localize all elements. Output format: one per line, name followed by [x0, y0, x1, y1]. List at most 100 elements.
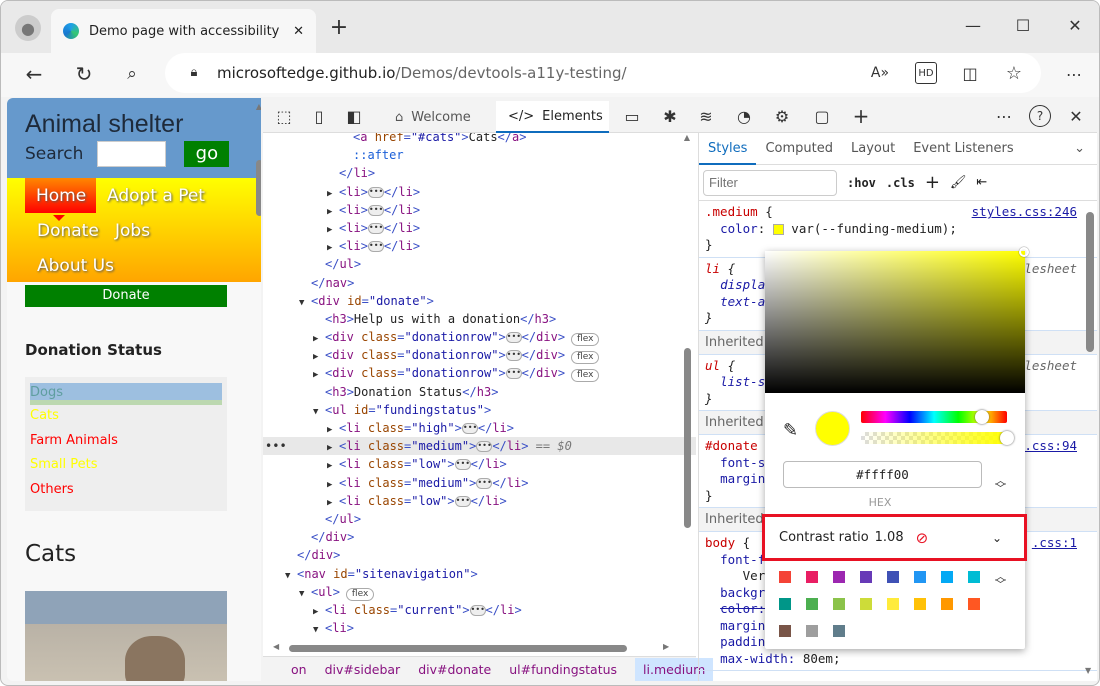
new-rule-icon[interactable]: +	[924, 172, 940, 193]
property-name[interactable]: backgr	[720, 584, 766, 600]
flex-badge[interactable]: flex	[571, 351, 600, 365]
expand-arrow-icon[interactable]: ▶	[327, 479, 333, 490]
dom-node-line[interactable]: ▼ <ul id="fundingstatus">	[263, 401, 696, 419]
ellipsis-button[interactable]: •••	[454, 459, 471, 471]
hov-button[interactable]: :hov	[847, 175, 876, 190]
palette-swatch[interactable]	[968, 598, 980, 610]
profile-icon[interactable]: ●	[15, 15, 41, 41]
network-icon[interactable]: ≋	[699, 106, 713, 126]
expand-arrow-icon[interactable]: ▶	[327, 224, 333, 235]
dom-node-line[interactable]: ▼ <nav id="sitenavigation">	[263, 565, 696, 583]
console-icon[interactable]: ▭	[624, 106, 640, 126]
new-tab-icon[interactable]: +	[329, 14, 349, 40]
alpha-slider[interactable]	[861, 431, 1014, 445]
inspect-icon[interactable]: ⬚	[276, 106, 292, 126]
flex-badge[interactable]: flex	[571, 369, 600, 383]
tab-styles[interactable]: Styles	[699, 133, 757, 165]
flex-badge[interactable]: flex	[345, 587, 375, 601]
dock-icon[interactable]: ◧	[346, 106, 362, 126]
property-name[interactable]: list-s	[720, 374, 766, 389]
ellipsis-button[interactable]: •••	[476, 441, 493, 453]
color-swatch[interactable]	[772, 223, 784, 235]
property-name[interactable]: max-width:	[720, 650, 796, 666]
ellipsis-button[interactable]: •••	[476, 477, 493, 489]
nav-adopt[interactable]: Adopt a Pet	[107, 186, 205, 206]
ellipsis-button[interactable]: •••	[367, 204, 384, 216]
flex-badge[interactable]: flex	[571, 333, 600, 347]
dom-tree-hscrollbar[interactable]: ◀ ▶	[263, 638, 696, 656]
expand-arrow-icon[interactable]: ▶	[313, 370, 319, 381]
ellipsis-button[interactable]: •••	[461, 423, 478, 434]
property-value[interactable]: var(--funding-medium);	[791, 220, 957, 236]
dom-tree-scrollbar[interactable]: ▲	[681, 133, 693, 658]
breadcrumb-item[interactable]: ul#fundingstatus	[509, 661, 618, 677]
tab-layout[interactable]: Layout	[850, 140, 896, 156]
read-aloud-icon[interactable]: A»	[870, 65, 890, 81]
ellipsis-button[interactable]: •••	[367, 222, 384, 234]
dom-node-line[interactable]: ▶ <div class="donationrow">•••</div> flex	[263, 328, 696, 347]
back-icon[interactable]: ←	[25, 62, 43, 86]
search-input[interactable]	[97, 141, 167, 167]
ellipsis-button[interactable]: •••	[505, 368, 522, 380]
collapse-arrow-icon[interactable]: ▼	[313, 625, 319, 636]
dom-node-line[interactable]: <h3>Donation Status</h3>	[263, 383, 696, 401]
application-icon[interactable]: ▢	[814, 106, 830, 126]
performance-icon[interactable]: ◔	[737, 106, 751, 126]
collapse-arrow-icon[interactable]: ▼	[313, 406, 319, 417]
nav-donate[interactable]: Donate	[37, 221, 99, 241]
dom-node-line[interactable]: ▶ <li class="low">•••</li>	[263, 492, 696, 510]
breadcrumb-item[interactable]: on	[291, 661, 307, 677]
breadcrumb-item-current[interactable]: li.medium	[635, 657, 714, 681]
tab-computed[interactable]: Computed	[765, 140, 833, 156]
close-devtools-icon[interactable]: ✕	[1069, 106, 1083, 126]
go-button[interactable]: go	[184, 141, 230, 167]
page-scrollbar[interactable]: ▲	[253, 98, 261, 681]
rule-source-link[interactable]: .css:1	[1031, 535, 1077, 550]
computed-sidebar-icon[interactable]: ⇤	[976, 175, 988, 190]
dom-node-line[interactable]: </li>	[263, 164, 696, 182]
add-tool-icon[interactable]: +	[852, 104, 870, 128]
ellipsis-button[interactable]: •••	[469, 604, 486, 616]
nav-about[interactable]: About Us	[37, 256, 114, 276]
collapse-arrow-icon[interactable]: ▼	[299, 588, 305, 599]
property-name[interactable]: text-a	[720, 293, 766, 309]
palette-swatch[interactable]	[887, 571, 899, 583]
palette-swatch[interactable]	[833, 571, 845, 583]
palette-swatch[interactable]	[779, 571, 791, 583]
dom-node-line[interactable]: ▶ <div class="donationrow">•••</div> flex	[263, 346, 696, 365]
url-input[interactable]: 🔒︎ microsoftedge.github.io/Demos/devtool…	[165, 53, 1041, 93]
dom-node-line[interactable]: ▶ <li>•••</li>	[263, 219, 696, 237]
property-name[interactable]: font-s	[720, 454, 766, 470]
format-toggle-icon[interactable]: ︿ ﹀	[995, 474, 1006, 495]
chevron-down-icon[interactable]: ⌄	[1074, 140, 1085, 156]
tab-welcome[interactable]: ⌂ Welcome	[383, 101, 483, 133]
dom-node-line[interactable]: ▶ <li>•••</li>	[263, 237, 696, 255]
property-name[interactable]: margin	[720, 471, 766, 486]
favorite-icon[interactable]: ☆	[1005, 62, 1023, 84]
hd-icon[interactable]: HD	[915, 62, 937, 84]
node-actions-icon[interactable]: •••	[265, 439, 287, 454]
dom-tree[interactable]: <a href="#cats">Cats</a>::after </li> ▶ <li…	[263, 133, 696, 656]
eyedropper-icon[interactable]: ✎	[783, 420, 799, 441]
palette-swatch[interactable]	[833, 598, 845, 610]
breadcrumb-item[interactable]: div#donate	[418, 661, 492, 677]
ellipsis-button[interactable]: •••	[505, 332, 522, 344]
dom-node-line[interactable]: ▼ <div id="donate">	[263, 292, 696, 310]
expand-arrow-icon[interactable]: ▶	[327, 425, 333, 435]
lock-icon[interactable]: 🔒︎	[190, 64, 198, 80]
dom-node-line[interactable]: ▶ <li>•••</li>	[263, 183, 696, 201]
donate-button[interactable]: Donate	[25, 285, 227, 307]
rule-source-link[interactable]: .css:94	[1024, 438, 1077, 453]
contrast-ratio-row[interactable]: Contrast ratio 1.08 ⊘ ⌄	[762, 514, 1027, 561]
palette-swatch[interactable]	[941, 571, 953, 583]
bug-icon[interactable]: ✱	[663, 106, 677, 126]
filter-input[interactable]	[703, 169, 837, 196]
expand-arrow-icon[interactable]: ▶	[327, 188, 333, 199]
palette-swatch[interactable]	[968, 571, 980, 583]
palette-swatch[interactable]	[860, 598, 872, 610]
expand-arrow-icon[interactable]: ▶	[327, 206, 333, 217]
ellipsis-button[interactable]: •••	[367, 186, 384, 198]
ellipsis-button[interactable]: •••	[367, 241, 384, 253]
memory-icon[interactable]: ⚙	[774, 106, 790, 126]
device-emulation-icon[interactable]: ▯	[314, 106, 324, 126]
